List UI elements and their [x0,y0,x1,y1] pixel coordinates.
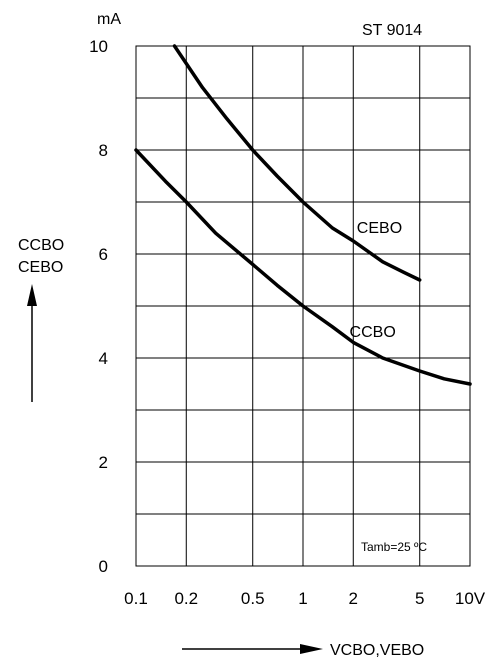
y-tick-label: 0 [99,557,108,576]
x-tick-label: 1 [298,589,307,608]
y-tick-label: 6 [99,245,108,264]
series-label-cebo: CEBO [357,220,402,237]
temperature-annotation: Tamb=25 ºC [361,540,427,554]
y-tick-label: 2 [99,453,108,472]
series-label-ccbo: CCBO [350,324,396,341]
x-tick-labels: 0.1 0.2 0.5 1 2 5 10V [124,589,486,608]
y-axis-arrowhead [27,284,37,306]
curves [134,44,472,386]
series-line-cebo [172,44,422,282]
x-tick-label: 0.1 [124,589,148,608]
chart-title: ST 9014 [362,22,422,39]
x-tick-label: 0.5 [241,589,265,608]
y-unit-label: mA [97,11,121,28]
y-tick-label: 8 [99,141,108,160]
y-tick-label: 4 [99,349,108,368]
series-line-ccbo [134,148,472,386]
x-tick-label: 0.2 [174,589,198,608]
y-tick-labels: 0 2 4 6 8 10 [89,37,108,576]
x-tick-label: 10V [455,589,486,608]
x-axis-label: VCBO,VEBO [330,642,424,659]
x-tick-label: 2 [349,589,358,608]
x-tick-label: 5 [415,589,424,608]
y-label-ccbo: CCBO [18,237,64,254]
y-label-cebo: CEBO [18,259,63,276]
y-tick-label: 10 [89,37,108,56]
x-axis-arrowhead [300,644,323,654]
